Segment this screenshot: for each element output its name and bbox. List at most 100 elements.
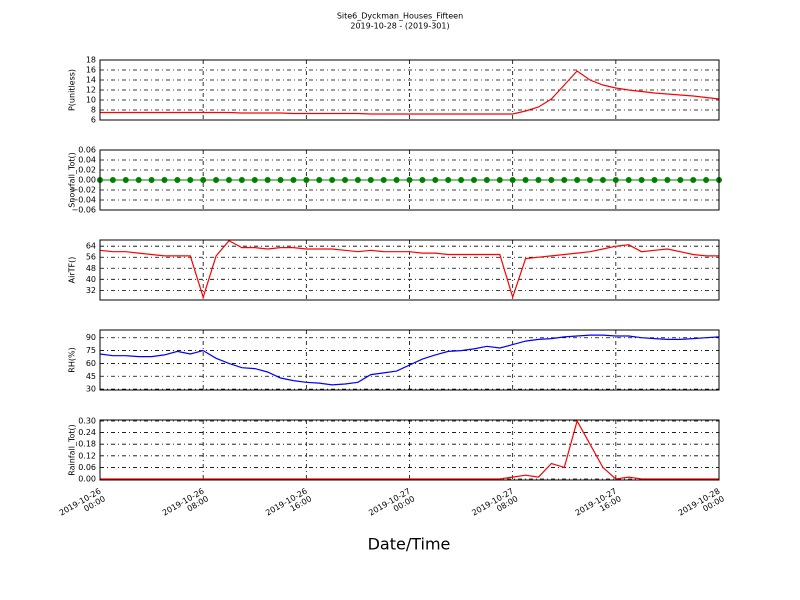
- y-tick-label: 12: [86, 86, 96, 95]
- y-tick-label: 48: [86, 264, 96, 273]
- y-tick-label: 16: [86, 66, 96, 75]
- y-tick-label: 18: [86, 56, 96, 65]
- series-marker: [651, 177, 658, 183]
- series-marker: [109, 177, 116, 183]
- series-marker: [213, 177, 220, 183]
- x-tick-label: 2019-10-2608:00: [161, 486, 210, 525]
- series-marker: [509, 177, 516, 183]
- y-tick-label: 60: [86, 359, 96, 368]
- y-tick-label: 45: [86, 372, 96, 381]
- series-marker: [277, 177, 284, 183]
- chart-subtitle: 2019-10-28 - (2019-301): [350, 22, 449, 31]
- y-axis-label: Rainfall_Tot(): [68, 424, 77, 476]
- series-marker: [419, 177, 426, 183]
- plot-frame: [99, 149, 720, 211]
- series-marker: [200, 177, 207, 183]
- series-marker: [251, 177, 258, 183]
- series-marker: [587, 177, 594, 183]
- y-tick-label: 0.12: [78, 451, 96, 460]
- x-tick-label: 2019-10-2716:00: [573, 486, 622, 525]
- series-marker: [496, 177, 503, 183]
- y-tick-label: 10: [86, 96, 96, 105]
- y-tick-label: 0.24: [78, 428, 96, 437]
- y-tick-label: 0.00: [78, 176, 96, 185]
- series-marker: [290, 177, 297, 183]
- y-tick-label: 75: [86, 346, 96, 355]
- series-marker: [264, 177, 271, 183]
- series-marker: [690, 177, 697, 183]
- y-axis-label: Snowfall_Tot(): [68, 152, 77, 208]
- series-marker: [316, 177, 323, 183]
- series-marker: [574, 177, 581, 183]
- series-marker: [238, 177, 245, 183]
- plot-frame: [99, 59, 720, 121]
- series-marker: [638, 177, 645, 183]
- y-tick-label: 0.02: [78, 166, 96, 175]
- y-axis-label: RH(%): [68, 347, 77, 372]
- series-marker: [367, 177, 374, 183]
- series-marker: [187, 177, 194, 183]
- series-marker: [625, 177, 632, 183]
- series-line: [100, 419, 719, 480]
- series-marker: [458, 177, 465, 183]
- x-tick-label: 2019-10-2708:00: [470, 486, 519, 525]
- x-tick-label: 2019-10-2616:00: [264, 486, 313, 525]
- plot-frame: [99, 239, 720, 301]
- series-line: [99, 334, 720, 386]
- series-marker: [329, 177, 336, 183]
- y-tick-label: 90: [86, 333, 96, 342]
- series-marker: [703, 177, 710, 183]
- y-tick-label: 0.06: [78, 146, 96, 155]
- y-tick-label: 56: [86, 253, 96, 262]
- y-tick-label: 6: [91, 116, 96, 125]
- series-marker: [483, 177, 490, 183]
- y-tick-label: 64: [86, 242, 96, 251]
- series-marker: [225, 177, 232, 183]
- plot-frame: [99, 419, 720, 481]
- series-marker: [535, 177, 542, 183]
- y-tick-label: 0.00: [78, 475, 96, 484]
- y-tick-label: 8: [91, 106, 96, 115]
- x-tick-label: 2019-10-2600:00: [57, 486, 106, 525]
- y-axis-label: AirTF(): [68, 257, 77, 284]
- y-tick-label: 32: [86, 286, 96, 295]
- series-marker: [432, 177, 439, 183]
- series-marker: [174, 177, 181, 183]
- x-tick-label: 2019-10-2800:00: [676, 486, 725, 525]
- series-marker: [406, 177, 413, 183]
- y-tick-label: 0.04: [78, 156, 96, 165]
- series-marker: [677, 177, 684, 183]
- x-tick-label: 2019-10-2700:00: [367, 486, 416, 525]
- series-marker: [303, 177, 310, 183]
- series-marker: [122, 177, 129, 183]
- series-marker: [342, 177, 349, 183]
- series-marker: [548, 177, 555, 183]
- y-tick-label: 30: [86, 385, 96, 394]
- y-tick-label: 14: [86, 76, 96, 85]
- series-marker: [354, 177, 361, 183]
- y-axis-label: P(unitless): [68, 69, 77, 111]
- series-marker: [135, 177, 142, 183]
- y-tick-label: −0.06: [71, 206, 96, 215]
- series-marker: [445, 177, 452, 183]
- series-marker: [561, 177, 568, 183]
- series-marker: [664, 177, 671, 183]
- series-line: [100, 70, 720, 115]
- plot-frame: [99, 329, 720, 391]
- series-marker: [522, 177, 529, 183]
- x-axis-label: Date/Time: [368, 535, 451, 554]
- y-tick-label: 0.18: [78, 440, 96, 449]
- series-marker: [148, 177, 155, 183]
- series-marker: [393, 177, 400, 183]
- chart-title: Site6_Dyckman_Houses_Fifteen: [337, 12, 463, 21]
- y-tick-label: 0.30: [78, 416, 96, 425]
- y-tick-label: −0.02: [71, 186, 96, 195]
- series-line: [99, 239, 719, 300]
- series-marker: [612, 177, 619, 183]
- y-tick-label: −0.04: [71, 196, 96, 205]
- series-marker: [470, 177, 477, 183]
- series-marker: [380, 177, 387, 183]
- y-tick-label: 40: [86, 275, 96, 284]
- series-marker: [161, 177, 168, 183]
